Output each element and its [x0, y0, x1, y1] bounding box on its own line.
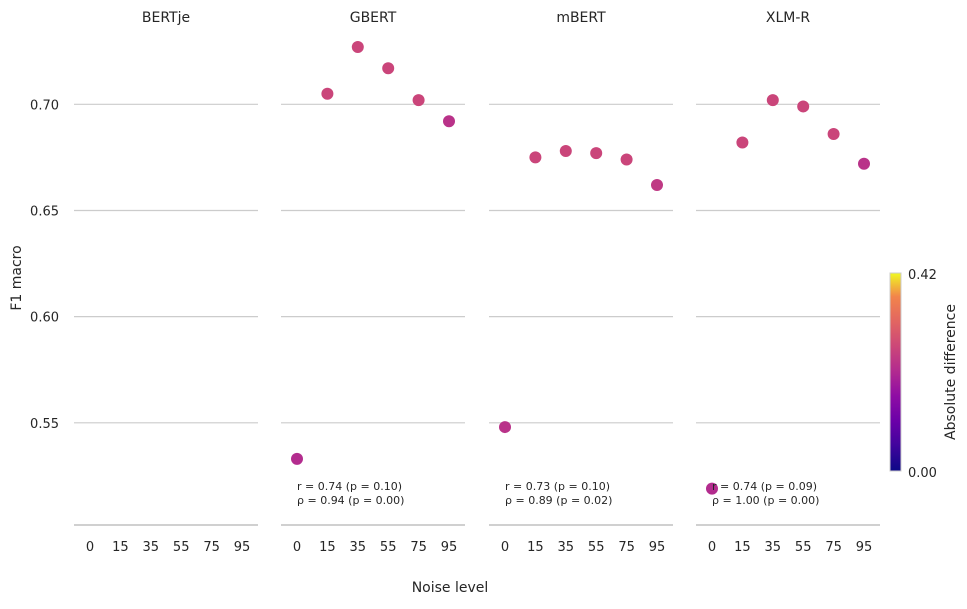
panel-title: mBERT	[556, 10, 606, 26]
correlation-annotation: ρ = 0.94 (p = 0.00)	[297, 494, 404, 507]
x-tick-label: 75	[825, 540, 842, 555]
data-point	[706, 482, 718, 495]
data-point	[797, 100, 810, 113]
data-point	[651, 179, 663, 192]
x-tick-label: 35	[350, 540, 367, 555]
correlation-annotation: ρ = 1.00 (p = 0.00)	[712, 494, 819, 507]
x-tick-label: 15	[527, 540, 544, 555]
panel-title: XLM-R	[766, 10, 811, 26]
panel-title: GBERT	[350, 10, 397, 26]
x-tick-label: 15	[319, 540, 336, 555]
y-tick-label: 0.60	[30, 311, 59, 326]
colorbar-min-label: 0.00	[908, 466, 937, 481]
x-tick-label: 95	[856, 540, 873, 555]
colorbar: 0.42 0.00 Absolute difference	[889, 268, 959, 481]
x-tick-label: 95	[441, 540, 458, 555]
data-point	[736, 136, 749, 149]
y-tick-label: 0.70	[30, 98, 59, 113]
data-point	[499, 421, 511, 434]
colorbar-gradient	[889, 272, 902, 472]
data-point	[620, 153, 633, 166]
x-tick-label: 75	[410, 540, 427, 555]
data-point	[766, 94, 779, 107]
data-point	[351, 40, 364, 53]
data-point	[412, 94, 425, 107]
y-axis-label: F1 macro	[9, 245, 25, 310]
data-point	[443, 115, 455, 128]
x-tick-label: 55	[173, 540, 190, 555]
y-tick-label: 0.65	[30, 204, 59, 219]
data-point	[529, 151, 542, 164]
x-tick-label: 15	[734, 540, 751, 555]
data-point	[858, 157, 870, 170]
x-tick-label: 0	[293, 540, 301, 555]
correlation-annotation: r = 0.73 (p = 0.10)	[505, 480, 610, 493]
x-tick-label: 35	[558, 540, 575, 555]
x-tick-label: 0	[86, 540, 94, 555]
data-point	[827, 128, 840, 141]
colorbar-label: Absolute difference	[943, 304, 959, 440]
x-tick-label: 55	[795, 540, 812, 555]
data-point	[382, 62, 395, 75]
correlation-annotation: r = 0.74 (p = 0.10)	[297, 480, 402, 493]
x-tick-label: 0	[708, 540, 716, 555]
grid-layer	[74, 103, 880, 424]
data-point	[590, 147, 603, 160]
x-tick-label: 35	[765, 540, 782, 555]
y-tick-label: 0.55	[30, 417, 59, 432]
x-tick-label: 95	[649, 540, 666, 555]
x-tick-label: 0	[501, 540, 509, 555]
x-tick-label: 55	[380, 540, 397, 555]
panel-title: BERTje	[142, 10, 190, 26]
points-layer	[291, 40, 870, 495]
text-layer: 0.55 0.60 0.65 0.70 BERTje 0 15 35 55 75 95 GBERT 0 1…	[30, 10, 872, 555]
data-point	[559, 145, 572, 158]
x-tick-label: 55	[588, 540, 605, 555]
x-tick-label: 35	[143, 540, 160, 555]
data-point	[291, 452, 303, 465]
x-tick-label: 75	[618, 540, 635, 555]
x-tick-label: 95	[234, 540, 251, 555]
correlation-annotation: r = 0.74 (p = 0.09)	[712, 480, 817, 493]
x-tick-label: 15	[112, 540, 129, 555]
x-tick-label: 75	[203, 540, 220, 555]
data-point	[321, 87, 334, 100]
correlation-annotation: ρ = 0.89 (p = 0.02)	[505, 494, 612, 507]
colorbar-max-label: 0.42	[908, 268, 937, 283]
x-axis-label: Noise level	[412, 580, 489, 596]
